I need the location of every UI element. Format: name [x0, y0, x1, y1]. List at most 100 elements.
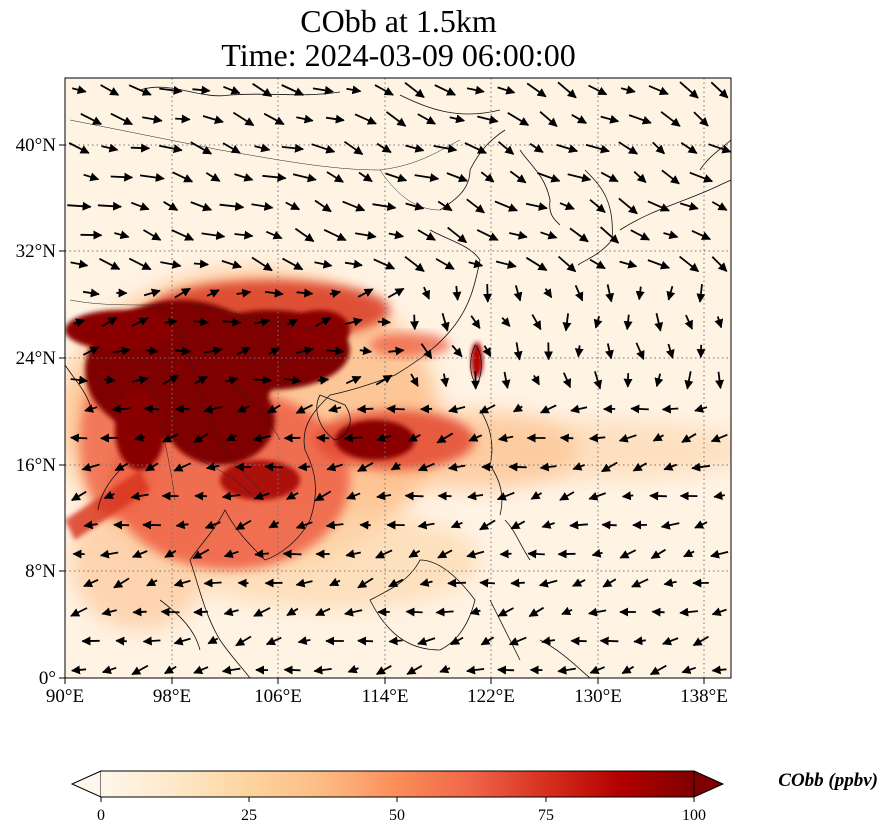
colorbar-tick-label: 75: [538, 807, 554, 824]
wind-arrow: [681, 433, 697, 443]
wind-arrow: [694, 404, 708, 413]
wind-arrow: [97, 201, 122, 211]
wind-arrow: [283, 665, 301, 675]
wind-arrow: [286, 491, 299, 500]
wind-arrow: [572, 462, 586, 471]
wind-arrow: [145, 462, 159, 472]
colorbar-extend-min: [70, 770, 102, 798]
wind-arrow: [557, 255, 577, 273]
wind-arrow: [630, 404, 649, 414]
wind-arrow: [376, 433, 392, 443]
wind-arrow: [263, 112, 285, 126]
wind-arrow: [618, 433, 637, 443]
wind-arrow: [710, 81, 729, 99]
wind-arrow: [387, 287, 405, 299]
wind-arrow: [142, 636, 161, 646]
wind-arrow: [143, 404, 160, 414]
wind-arrow: [82, 346, 100, 356]
wind-arrow: [388, 578, 404, 588]
wind-arrow: [70, 375, 89, 385]
wind-arrow: [467, 491, 484, 501]
wind-arrow: [104, 375, 116, 385]
wind-arrow: [204, 520, 221, 530]
colorbar-gradient: [101, 771, 694, 797]
wind-arrow: [386, 404, 405, 414]
wind-arrow: [311, 143, 336, 154]
wind-arrow: [647, 200, 670, 212]
wind-arrow: [101, 143, 119, 153]
wind-arrow: [618, 197, 638, 215]
colorbar-extend-max: [693, 770, 725, 798]
wind-arrow: [621, 665, 635, 675]
wind-arrow: [115, 636, 127, 646]
wind-arrow: [234, 173, 254, 182]
wind-arrow: [477, 115, 499, 124]
wind-arrow: [588, 84, 608, 96]
wind-arrow: [654, 313, 664, 332]
wind-arrow: [559, 433, 574, 443]
wind-arrow: [591, 548, 603, 558]
wind-arrow: [479, 519, 496, 531]
wind-arrow: [203, 404, 222, 414]
wind-arrow: [417, 229, 436, 241]
wind-arrow: [100, 84, 120, 96]
wind-arrow: [451, 344, 463, 358]
wind-arrow: [708, 143, 731, 154]
wind-arrow: [530, 491, 543, 500]
wind-arrow: [207, 635, 219, 645]
wind-arrow: [665, 343, 675, 359]
wind-arrow: [569, 520, 588, 530]
wind-arrow: [344, 317, 363, 327]
wind-arrow: [510, 520, 526, 530]
wind-arrow: [223, 85, 241, 95]
wind-arrow: [561, 606, 573, 616]
wind-arrow: [190, 201, 213, 212]
wind-arrow: [711, 201, 728, 211]
wind-arrow: [513, 342, 523, 361]
wind-arrow: [649, 491, 667, 501]
wind-arrow: [264, 462, 283, 472]
wind-arrow: [128, 257, 152, 271]
wind-arrow: [375, 665, 392, 675]
wind-arrow: [631, 578, 649, 588]
wind-arrow: [235, 519, 252, 531]
map-title: CObb at 1.5km Time: 2024-03-09 06:00:00: [0, 4, 797, 72]
wind-arrow: [633, 170, 647, 184]
wind-arrow: [71, 490, 87, 502]
wind-arrow: [650, 548, 666, 560]
wind-arrow: [417, 637, 436, 646]
wind-arrow: [388, 346, 405, 356]
wind-arrow: [388, 230, 405, 240]
wind-arrow: [476, 229, 499, 241]
wind-arrow: [661, 404, 679, 414]
wind-arrow: [407, 433, 421, 442]
wind-arrow: [69, 433, 88, 443]
wind-arrow: [312, 85, 334, 95]
wind-arrow: [221, 665, 241, 675]
wind-arrow: [449, 114, 466, 124]
wind-arrow: [480, 171, 495, 183]
wind-arrow: [253, 375, 272, 385]
wind-arrow: [113, 577, 130, 589]
wind-arrow: [345, 375, 362, 385]
wind-arrow: [314, 490, 332, 502]
wind-arrow: [164, 549, 177, 558]
wind-arrow: [132, 375, 149, 385]
wind-arrow: [436, 432, 454, 444]
wind-arrow: [512, 403, 523, 413]
wind-arrow: [132, 607, 147, 617]
wind-arrow: [497, 85, 516, 95]
wind-arrow: [435, 607, 454, 617]
wind-arrow: [691, 462, 711, 472]
wind-arrow: [715, 371, 724, 390]
wind-arrow: [711, 665, 727, 675]
wind-arrow: [447, 578, 466, 588]
wind-arrow: [329, 289, 341, 299]
wind-arrow: [223, 549, 239, 559]
wind-arrow: [409, 314, 419, 331]
wind-arrow: [325, 114, 345, 124]
wind-arrow: [253, 607, 271, 617]
wind-arrow: [559, 491, 575, 501]
wind-arrow: [405, 607, 423, 617]
wind-arrow: [509, 230, 528, 240]
